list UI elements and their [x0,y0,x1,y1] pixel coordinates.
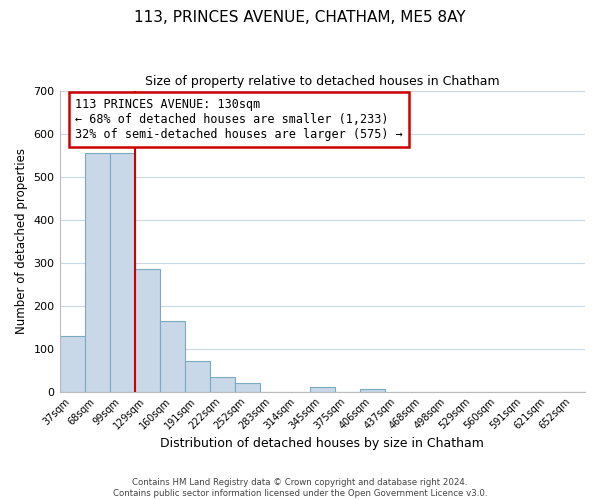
Text: Contains HM Land Registry data © Crown copyright and database right 2024.
Contai: Contains HM Land Registry data © Crown c… [113,478,487,498]
Bar [110,153,134,392]
Bar [185,362,209,392]
Y-axis label: Number of detached properties: Number of detached properties [15,148,28,334]
Text: 113 PRINCES AVENUE: 130sqm
← 68% of detached houses are smaller (1,233)
32% of s: 113 PRINCES AVENUE: 130sqm ← 68% of deta… [76,98,403,141]
Bar [310,388,335,392]
Bar [85,153,110,392]
Bar [235,383,260,392]
Bar [59,336,85,392]
Bar [134,269,160,392]
Bar [209,378,235,392]
X-axis label: Distribution of detached houses by size in Chatham: Distribution of detached houses by size … [160,437,484,450]
Text: 113, PRINCES AVENUE, CHATHAM, ME5 8AY: 113, PRINCES AVENUE, CHATHAM, ME5 8AY [134,10,466,25]
Bar [360,390,385,392]
Title: Size of property relative to detached houses in Chatham: Size of property relative to detached ho… [145,75,500,88]
Bar [160,320,185,392]
